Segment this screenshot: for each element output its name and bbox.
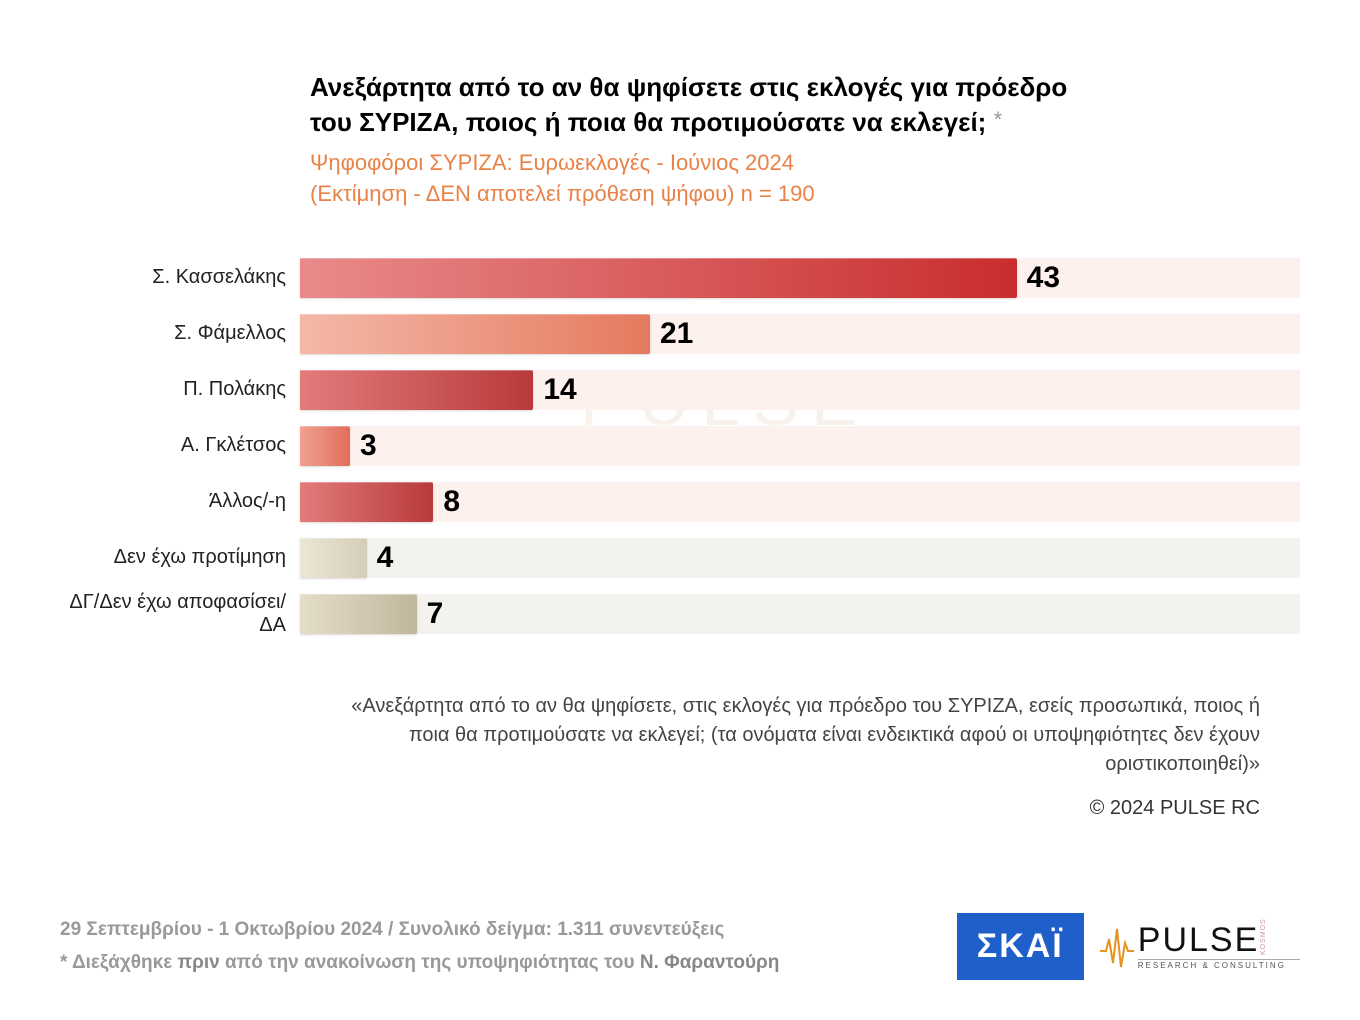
bar-value: 7: [427, 597, 444, 631]
bar-row: Π. Πολάκης 14: [60, 362, 1300, 418]
bar-row: Α. Γκλέτσος 3: [60, 418, 1300, 474]
bar-value: 3: [360, 429, 377, 463]
chart-subtitle: Ψηφοφόροι ΣΥΡΙΖΑ: Ευρωεκλογές - Ιούνιος …: [310, 148, 1300, 210]
pulse-logo: PULSE KOSMOS RESEARCH & CONSULTING: [1098, 921, 1300, 973]
bar-row: Άλλος/-η 8: [60, 474, 1300, 530]
bar-row: Σ. Κασσελάκης 43: [60, 250, 1300, 306]
bar-track: 3: [300, 426, 1300, 466]
footer-text: 29 Σεπτεμβρίου - 1 Οκτωβρίου 2024 / Συνο…: [60, 914, 779, 979]
bar-label: Σ. Φάμελλος: [60, 322, 300, 345]
bar-row: Σ. Φάμελλος 21: [60, 306, 1300, 362]
bar-fill: [300, 538, 367, 578]
skai-logo: ΣΚΑΪ: [957, 913, 1084, 980]
bar-label: Σ. Κασσελάκης: [60, 266, 300, 289]
bar-label: Άλλος/-η: [60, 490, 300, 513]
bar-row: Δεν έχω προτίμηση 4: [60, 530, 1300, 586]
pulse-wave-icon: [1098, 921, 1136, 973]
bar-track: 14: [300, 370, 1300, 410]
title-asterisk: *: [994, 107, 1003, 132]
logos-block: ΣΚΑΪ PULSE KOSMOS RESEARCH & CONSULTING: [957, 913, 1300, 980]
bar-fill: [300, 258, 1017, 298]
bar-fill: [300, 594, 417, 634]
bar-track: 8: [300, 482, 1300, 522]
bar-value: 43: [1027, 261, 1060, 295]
pulse-sub: RESEARCH & CONSULTING: [1138, 959, 1300, 970]
footer-line-1: 29 Σεπτεμβρίου - 1 Οκτωβρίου 2024 / Συνο…: [60, 914, 779, 946]
bar-value: 14: [543, 373, 576, 407]
bar-track: 4: [300, 538, 1300, 578]
pulse-main: PULSE: [1138, 923, 1260, 957]
bar-fill: [300, 482, 433, 522]
chart-area: PULSE RESEARCH & CONSULTING Σ. Κασσελάκη…: [60, 250, 1300, 642]
title-line-2: του ΣΥΡΙΖΑ, ποιος ή ποια θα προτιμούσατε…: [310, 107, 986, 137]
bar-value: 21: [660, 317, 693, 351]
copyright-text: © 2024 PULSE RC: [60, 797, 1260, 820]
bar-value: 8: [443, 485, 460, 519]
bar-track: 43: [300, 258, 1300, 298]
header-block: Ανεξάρτητα από το αν θα ψηφίσετε στις εκ…: [310, 70, 1300, 210]
bar-label: ΔΓ/Δεν έχω αποφασίσει/ΔΑ: [60, 591, 300, 637]
title-line-1: Ανεξάρτητα από το αν θα ψηφίσετε στις εκ…: [310, 72, 1067, 102]
pulse-kosmos: KOSMOS: [1260, 918, 1267, 955]
bar-label: Δεν έχω προτίμηση: [60, 546, 300, 569]
subtitle-line-1: Ψηφοφόροι ΣΥΡΙΖΑ: Ευρωεκλογές - Ιούνιος …: [310, 150, 794, 175]
footer-line-2: * Διεξάχθηκε πριν από την ανακοίνωση της…: [60, 947, 779, 979]
bar-track: 21: [300, 314, 1300, 354]
bar-row: ΔΓ/Δεν έχω αποφασίσει/ΔΑ 7: [60, 586, 1300, 642]
chart-title: Ανεξάρτητα από το αν θα ψηφίσετε στις εκ…: [310, 70, 1300, 140]
question-text: «Ανεξάρτητα από το αν θα ψηφίσετε, στις …: [340, 692, 1260, 779]
bar-value: 4: [377, 541, 394, 575]
bar-label: Α. Γκλέτσος: [60, 434, 300, 457]
bar-fill: [300, 426, 350, 466]
footer: 29 Σεπτεμβρίου - 1 Οκτωβρίου 2024 / Συνο…: [60, 913, 1300, 980]
bar-fill: [300, 314, 650, 354]
bar-track: 7: [300, 594, 1300, 634]
bar-fill: [300, 370, 533, 410]
pulse-text-block: PULSE KOSMOS RESEARCH & CONSULTING: [1138, 923, 1300, 970]
subtitle-line-2: (Εκτίμηση - ΔΕΝ αποτελεί πρόθεση ψήφου) …: [310, 181, 815, 206]
bar-label: Π. Πολάκης: [60, 378, 300, 401]
chart-container: Ανεξάρτητα από το αν θα ψηφίσετε στις εκ…: [60, 70, 1300, 820]
